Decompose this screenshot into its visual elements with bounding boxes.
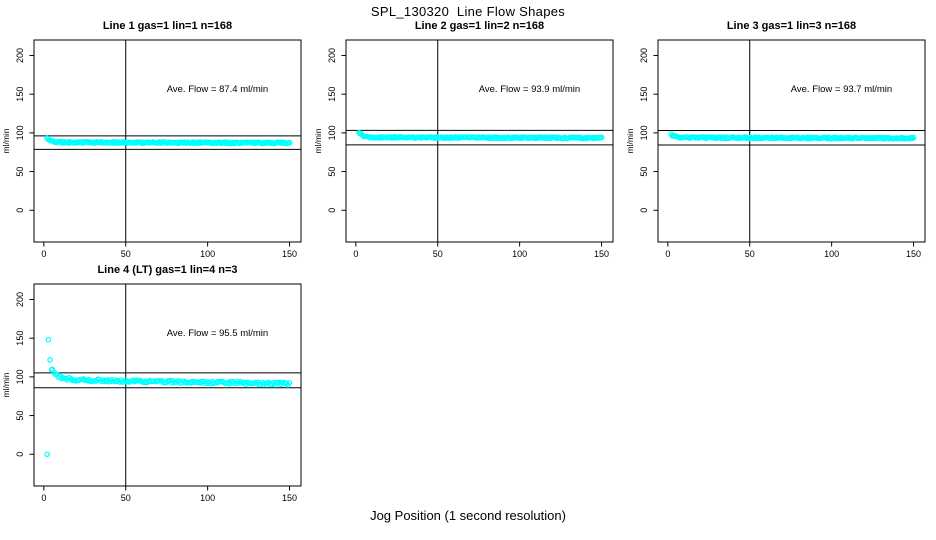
svg-text:50: 50 <box>639 167 649 177</box>
subplot-line-1: Line 1 gas=1 lin=1 n=168 0 50 100 150 0 50 100… <box>0 20 312 264</box>
svg-text:100: 100 <box>327 125 337 140</box>
svg-text:100: 100 <box>200 493 215 503</box>
svg-text:150: 150 <box>327 87 337 102</box>
svg-text:0: 0 <box>327 208 337 213</box>
svg-text:200: 200 <box>639 48 649 63</box>
svg-text:150: 150 <box>15 331 25 346</box>
subplot-line-2: Line 2 gas=1 lin=2 n=168 0 50 100 150 0 50 100… <box>312 20 624 264</box>
svg-text:0: 0 <box>15 452 25 457</box>
svg-text:100: 100 <box>15 369 25 384</box>
svg-text:Ave. Flow = 93.9 ml/min: Ave. Flow = 93.9 ml/min <box>479 84 580 95</box>
svg-text:100: 100 <box>824 249 839 259</box>
plot-canvas-line-4: 0 50 100 150 0 50 100 150 200 ml/min Ave. Flow = 9… <box>1 283 302 503</box>
svg-text:50: 50 <box>745 249 755 259</box>
subplot-line-3-title: Line 3 gas=1 lin=3 n=168 <box>726 20 857 32</box>
svg-text:100: 100 <box>639 125 649 140</box>
svg-text:150: 150 <box>639 87 649 102</box>
svg-text:150: 150 <box>906 249 921 259</box>
svg-text:50: 50 <box>327 167 337 177</box>
subplot-line-3: Line 3 gas=1 lin=3 n=168 0 50 100 150 0 50 100… <box>624 20 936 264</box>
svg-text:200: 200 <box>15 48 25 63</box>
svg-text:Ave. Flow = 87.4 ml/min: Ave. Flow = 87.4 ml/min <box>167 84 268 95</box>
plot-canvas-line-3: 0 50 100 150 0 50 100 150 200 ml/min Ave. Flow = 9… <box>625 39 926 259</box>
svg-text:100: 100 <box>15 125 25 140</box>
svg-text:200: 200 <box>327 48 337 63</box>
x-axis-label: Jog Position (1 second resolution) <box>370 508 566 523</box>
main-title: SPL_130320 Line Flow Shapes <box>370 4 566 19</box>
svg-text:50: 50 <box>15 411 25 421</box>
svg-text:200: 200 <box>15 292 25 307</box>
subplot-line-4-title: Line 4 (LT) gas=1 lin=4 n=3 <box>97 264 238 276</box>
svg-text:0: 0 <box>353 249 358 259</box>
svg-text:150: 150 <box>282 493 297 503</box>
svg-text:ml/min: ml/min <box>625 128 635 153</box>
svg-text:50: 50 <box>15 167 25 177</box>
svg-text:0: 0 <box>15 208 25 213</box>
svg-text:150: 150 <box>594 249 609 259</box>
svg-text:0: 0 <box>41 249 46 259</box>
svg-text:0: 0 <box>639 208 649 213</box>
svg-text:50: 50 <box>433 249 443 259</box>
svg-text:0: 0 <box>665 249 670 259</box>
svg-text:50: 50 <box>121 493 131 503</box>
svg-text:ml/min: ml/min <box>1 128 11 153</box>
svg-text:ml/min: ml/min <box>1 372 11 397</box>
svg-text:50: 50 <box>121 249 131 259</box>
svg-text:150: 150 <box>282 249 297 259</box>
plot-canvas-line-1: 0 50 100 150 0 50 100 150 200 ml/min Ave. Flow = 8… <box>1 39 302 259</box>
subplot-line-2-title: Line 2 gas=1 lin=2 n=168 <box>414 20 545 32</box>
svg-text:100: 100 <box>512 249 527 259</box>
svg-text:100: 100 <box>200 249 215 259</box>
svg-text:ml/min: ml/min <box>313 128 323 153</box>
svg-text:Ave. Flow = 93.7 ml/min: Ave. Flow = 93.7 ml/min <box>791 84 892 95</box>
svg-text:150: 150 <box>15 87 25 102</box>
plot-canvas-line-2: 0 50 100 150 0 50 100 150 200 ml/min Ave. Flow = 9… <box>313 39 614 259</box>
subplot-line-4: Line 4 (LT) gas=1 lin=4 n=3 0 50 100 150 0 50… <box>0 264 312 508</box>
svg-text:Ave. Flow = 95.5 ml/min: Ave. Flow = 95.5 ml/min <box>167 328 268 339</box>
subplot-line-1-title: Line 1 gas=1 lin=1 n=168 <box>102 20 233 32</box>
svg-text:0: 0 <box>41 493 46 503</box>
